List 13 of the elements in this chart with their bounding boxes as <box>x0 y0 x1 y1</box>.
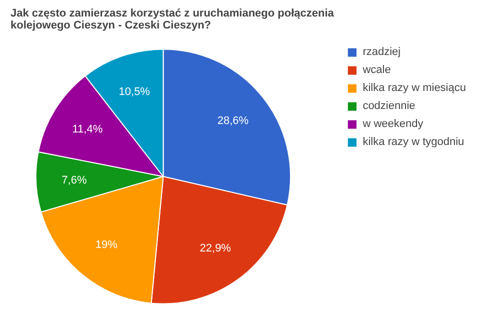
data-label: 22,9% <box>200 242 232 255</box>
chart-title: Jak często zamierzasz korzystać z uruchamianego połączenia kolejowego Cieszyn - Czeski Cieszyn? <box>10 8 335 32</box>
data-label: 11,4% <box>72 124 103 136</box>
legend-label: codziennie <box>362 100 416 112</box>
legend-label: kilka razy w tygodniu <box>362 136 464 148</box>
data-label: 7,6% <box>62 174 87 186</box>
data-label: 28,6% <box>217 115 249 128</box>
legend-label: rzadziej <box>362 46 401 58</box>
data-label: 10,5% <box>118 86 150 98</box>
legend-label: kilka razy w miesiącu <box>362 82 466 94</box>
data-label: 19% <box>95 239 118 252</box>
legend-label: wcale <box>362 64 391 76</box>
legend-label: w weekendy <box>362 118 424 130</box>
